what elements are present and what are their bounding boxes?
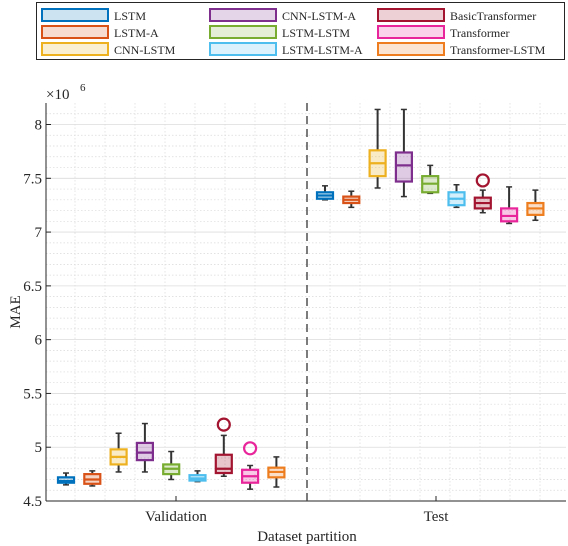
legend-swatch [209, 8, 277, 22]
legend-swatch [377, 25, 445, 39]
box-cnn-lstm [368, 108, 387, 189]
minor-gridlines [46, 103, 566, 501]
legend-swatch [41, 8, 109, 22]
y-tick-label: 5.5 [23, 386, 42, 402]
y-tick-label: 6 [35, 333, 43, 349]
legend-box [36, 2, 565, 60]
box-basictransformer [473, 173, 492, 214]
box-lstm-lstm-a [188, 470, 207, 483]
outlier-point [243, 441, 258, 456]
box-lstm-a [83, 470, 102, 487]
legend-entry-label: CNN-LSTM-A [282, 9, 356, 23]
y-tick-label: 5 [35, 440, 43, 456]
legend-entry-label: Transformer-LSTM [450, 43, 546, 57]
legend-entry-label: LSTM-LSTM [282, 26, 350, 40]
x-tick-label: Validation [145, 509, 207, 525]
legend-swatch [377, 8, 445, 22]
box-cnn-lstm [109, 432, 128, 473]
box-basictransformer [214, 417, 233, 478]
outlier-point [216, 417, 231, 432]
legend: LSTM LSTM-A CNN-LSTM CNN-LSTM-A LSTM-LSTM LST… [36, 2, 565, 60]
box-cnn-lstm-a [135, 422, 154, 473]
legend-swatch [209, 25, 277, 39]
box-transformer [241, 441, 260, 490]
y-tick-label: 8 [35, 118, 43, 134]
box-lstm [56, 472, 76, 486]
box-lstm-lstm [421, 164, 440, 195]
box-cnn-lstm-a [394, 108, 413, 198]
legend-entry-label: LSTM [114, 9, 146, 23]
y-tick-label: 6.5 [23, 279, 42, 295]
box-body [394, 151, 413, 183]
legend-swatch [209, 42, 277, 56]
y-exponent-power: 6 [80, 82, 86, 94]
legend-swatch [41, 42, 109, 56]
box-plots [56, 108, 545, 490]
box-body [214, 453, 233, 475]
legend-entry-label: LSTM-A [114, 26, 159, 40]
x-axis-label: Dataset partition [257, 529, 357, 545]
legend-entry-label: LSTM-LSTM-A [282, 43, 363, 57]
y-tick-label: 4.5 [23, 494, 42, 510]
y-exponent-base: ×10 [46, 87, 69, 103]
box-lstm-lstm-a [447, 184, 466, 209]
box-lstm-lstm [162, 450, 181, 481]
box-transformer-lstm [526, 189, 545, 221]
box-transformer [500, 186, 519, 225]
legend-entry-label: Transformer [450, 26, 510, 40]
box-lstm-a [342, 190, 361, 209]
box-lstm [315, 185, 335, 201]
legend-entry-label: BasicTransformer [450, 9, 536, 23]
y-tick-label: 7 [35, 225, 43, 241]
y-axis-label: MAE [8, 295, 24, 328]
axes: 4.5 5 5.5 6 6.5 7 7.5 8 Validation Test [23, 103, 566, 525]
legend-entry-label: CNN-LSTM [114, 43, 176, 57]
y-tick-label: 7.5 [23, 171, 42, 187]
legend-swatch [41, 25, 109, 39]
x-tick-label: Test [424, 509, 450, 525]
box-transformer-lstm [267, 456, 286, 488]
outlier-point [475, 173, 490, 188]
legend-swatch [377, 42, 445, 56]
